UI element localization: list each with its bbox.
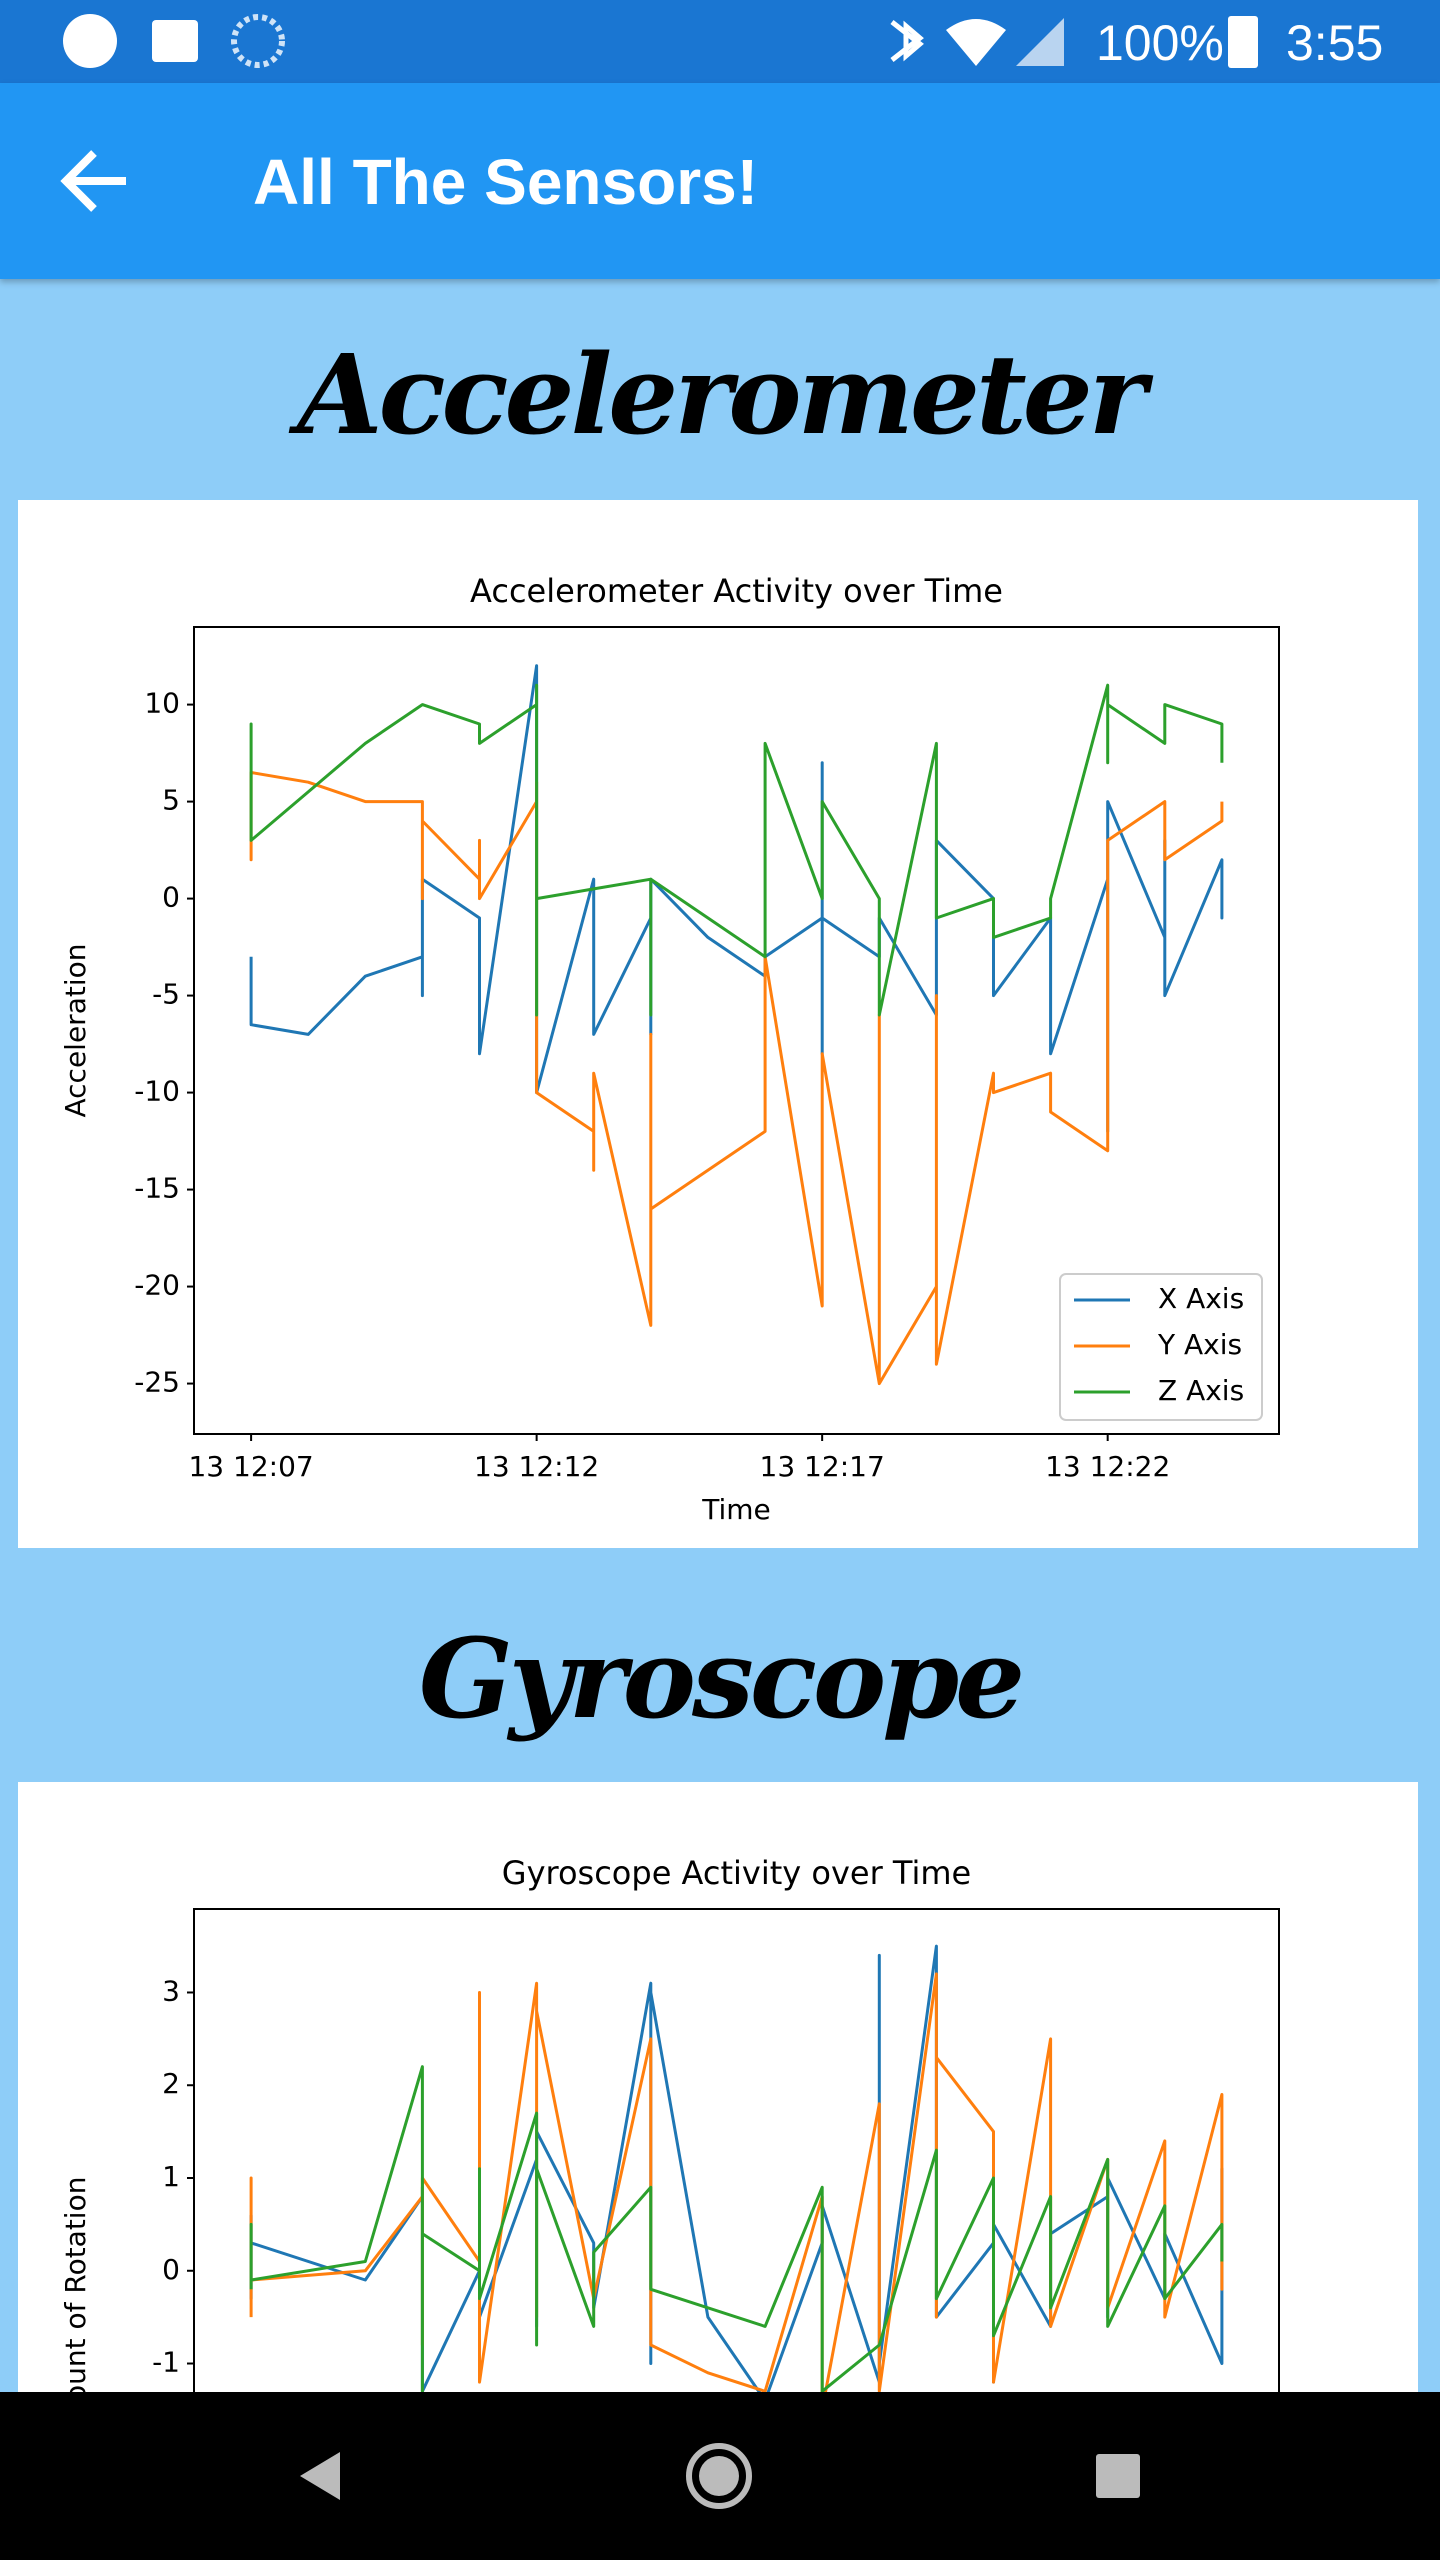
x-axis-label: Time xyxy=(701,1493,771,1526)
status-icons xyxy=(63,14,1258,68)
section-heading: Accelerometer xyxy=(297,330,1147,459)
legend-label: X Axis xyxy=(1158,1282,1244,1315)
status-bar: 100% 3:55 xyxy=(0,0,1440,83)
back-button[interactable] xyxy=(56,141,136,221)
chart: Accelerometer Activity over Time -25 -20 -1… xyxy=(59,572,1280,1526)
y-tick-label: 0 xyxy=(162,881,180,914)
battery-icon xyxy=(1228,16,1258,68)
y-tick-label: 5 xyxy=(162,784,180,817)
section-heading: Gyroscope xyxy=(418,1614,1025,1743)
nav-buttons xyxy=(300,2443,1140,2509)
sync-icon xyxy=(231,14,285,68)
nav-home[interactable] xyxy=(686,2443,752,2509)
nav-back[interactable] xyxy=(300,2452,340,2500)
legend: X Axis Y Axis Z Axis xyxy=(1059,1273,1263,1421)
app-title: All The Sensors! xyxy=(253,146,758,218)
wifi-icon xyxy=(946,19,1006,66)
y-axis-label: Acceleration xyxy=(59,944,92,1118)
x-tick-label: 13 12:17 xyxy=(760,1450,885,1483)
legend-label: Y Axis xyxy=(1157,1328,1242,1361)
app-bar: All The Sensors! xyxy=(0,83,1440,279)
bluetooth-icon xyxy=(890,20,924,62)
chart-title: Gyroscope Activity over Time xyxy=(502,1854,971,1892)
data-line xyxy=(249,2065,1224,2393)
y-tick-label: 1 xyxy=(162,2160,180,2193)
data-line xyxy=(249,1972,1224,2412)
data-line xyxy=(249,664,1224,1133)
battery-level: 100% xyxy=(1096,15,1224,71)
data-line xyxy=(249,1944,1224,2403)
chart-title: Accelerometer Activity over Time xyxy=(470,572,1003,610)
x-tick-label: 13 12:07 xyxy=(188,1450,313,1483)
clock: 3:55 xyxy=(1286,15,1384,71)
y-tick-label: -20 xyxy=(134,1269,180,1302)
axes-frame xyxy=(193,626,1280,1435)
y-tick-label: -25 xyxy=(134,1366,180,1399)
legend-label: Z Axis xyxy=(1158,1374,1244,1407)
nav-recents[interactable] xyxy=(1096,2454,1140,2498)
y-tick-label: -5 xyxy=(152,978,180,1011)
y-tick-label: 2 xyxy=(162,2067,180,2100)
y-tick-label: 3 xyxy=(162,1974,180,2007)
chart-card: Accelerometer Activity over Time -25 -20 -1… xyxy=(18,500,1418,1548)
nav-home-dot xyxy=(699,2456,739,2496)
gallery-icon xyxy=(152,20,198,62)
y-tick-label: 10 xyxy=(144,687,180,720)
axes-frame xyxy=(193,1908,1280,2560)
data-line xyxy=(249,683,1224,1017)
signal-icon xyxy=(1016,18,1064,66)
x-tick-label: 13 12:22 xyxy=(1045,1450,1170,1483)
legend-box xyxy=(1059,1273,1263,1421)
spotify-icon xyxy=(63,14,117,68)
nav-bar xyxy=(0,2392,1440,2560)
y-tick-label: -10 xyxy=(134,1075,180,1108)
y-tick-label: 0 xyxy=(162,2253,180,2286)
y-tick-label: -1 xyxy=(152,2346,180,2379)
x-tick-label: 13 12:12 xyxy=(474,1450,599,1483)
y-tick-label: -15 xyxy=(134,1172,180,1205)
data-line xyxy=(249,771,1224,1386)
